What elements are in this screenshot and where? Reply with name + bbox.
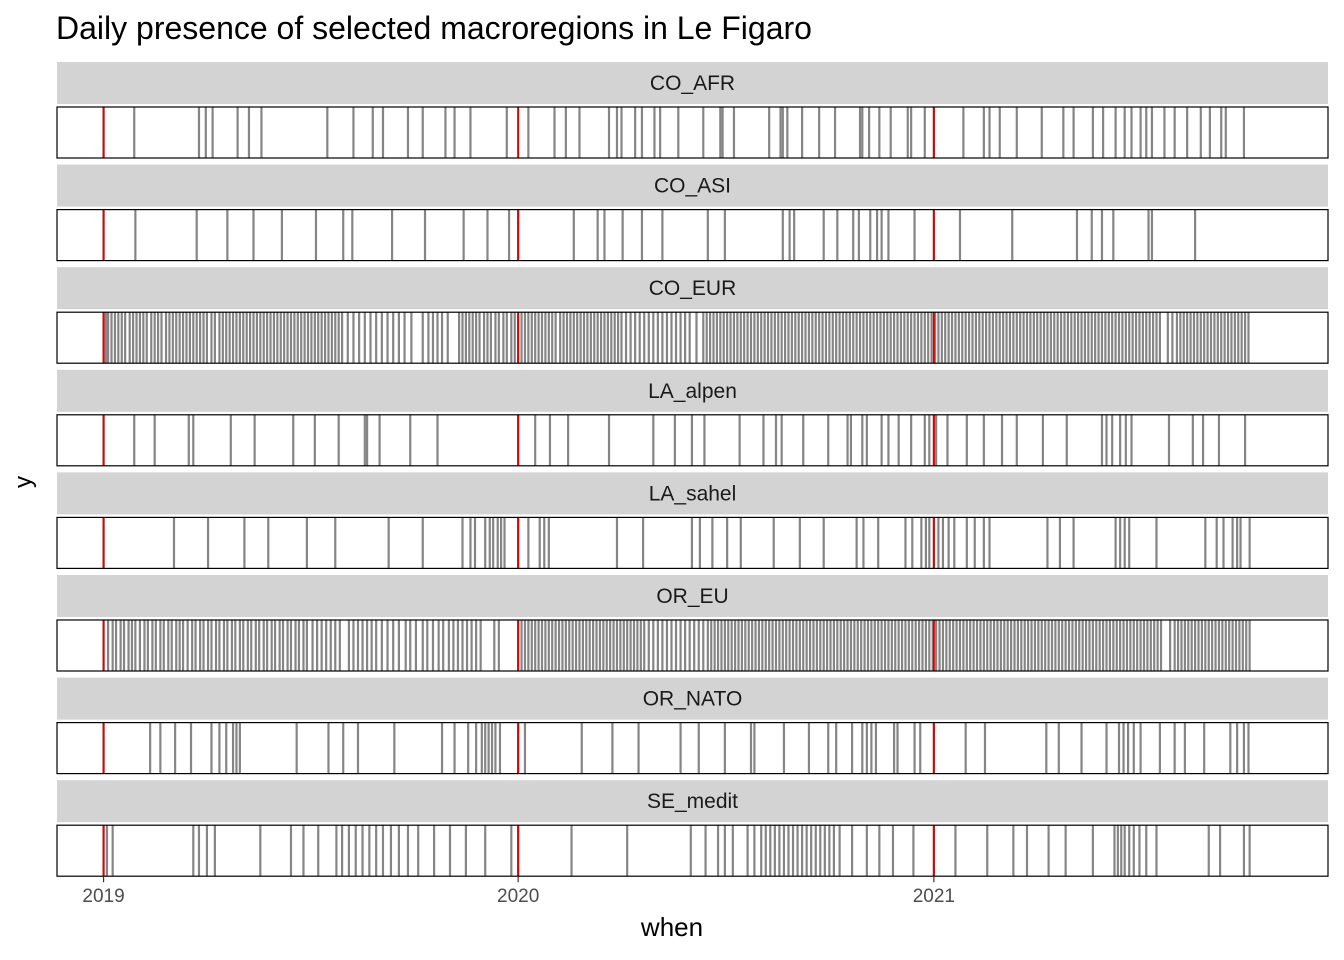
facet-strip [57,369,1328,412]
facet-label: LA_sahel [649,482,737,505]
facet-OR_NATO: OR_NATO [56,677,1329,775]
panel-background [57,825,1328,877]
facet-strip [57,677,1328,720]
facet-LA_alpen: LA_alpen [56,369,1329,467]
x-tick-label: 2020 [497,886,539,907]
facet-strip [57,472,1328,515]
panel-border [56,311,1329,364]
panel-background [57,209,1328,261]
facet-label: OR_EU [656,585,728,608]
facet-CO_ASI: CO_ASI [56,164,1329,262]
panel-border [56,106,1329,159]
panel-border [56,414,1329,467]
facet-label: OR_NATO [643,688,743,711]
panel-border [56,824,1329,877]
facet-strip [57,780,1328,823]
facet-label: CO_AFR [650,72,735,95]
panel-border [56,516,1329,570]
facet-label: CO_ASI [654,175,731,198]
x-axis-label: when [640,912,704,942]
facet-strip [57,164,1328,207]
x-tick-label: 2019 [82,886,124,907]
facet-strip [57,62,1328,104]
facet-label: SE_medit [647,790,738,813]
facet-label: CO_EUR [649,277,737,300]
x-tick-label: 2021 [913,886,955,907]
panel-border [56,721,1329,775]
panel-background [57,107,1328,158]
panel-border [56,209,1329,262]
facet-OR_EU: OR_EU [56,575,1329,672]
facet-strip [57,267,1328,310]
facet-strip [57,575,1328,617]
panel-border [56,619,1329,672]
facet-LA_sahel: LA_sahel [56,472,1329,570]
facet-label: LA_alpen [648,380,737,403]
panel-background [57,722,1328,774]
facet-CO_AFR: CO_AFR [56,62,1329,159]
facet-SE_medit: SE_medit [56,780,1329,877]
facet-CO_EUR: CO_EUR [56,267,1329,364]
chart-title: Daily presence of selected macroregions … [56,10,812,46]
